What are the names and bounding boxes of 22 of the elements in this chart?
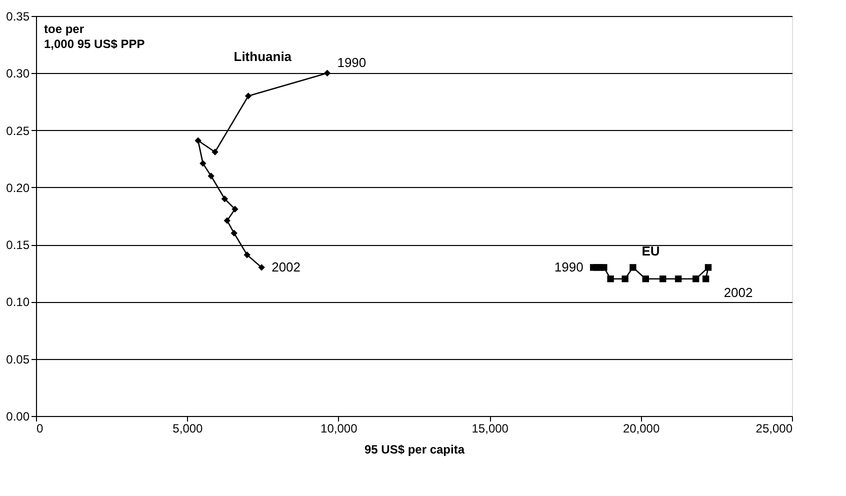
annotation: 1990	[337, 55, 366, 70]
x-tick-label: 0	[36, 422, 44, 436]
x-axis-title: 95 US$ per capita	[364, 442, 465, 456]
series-label: EU	[642, 243, 660, 258]
y-tick-label: 0.05	[6, 352, 30, 366]
y-tick-label: 0.35	[6, 10, 30, 24]
annotation: 2002	[272, 259, 301, 274]
x-tick-label: 15,000	[472, 422, 509, 436]
series-label: Lithuania	[234, 49, 292, 64]
y-tick-label: 0.00	[6, 410, 30, 424]
y-tick-label: 0.10	[6, 295, 30, 310]
x-tick-label: 25,000	[756, 422, 793, 436]
x-tick-label: 5,000	[172, 422, 204, 436]
x-tick-label: 10,000	[320, 422, 358, 436]
y-tick-label: 0.25	[6, 124, 30, 138]
annotation: 2002	[724, 284, 753, 300]
y-tick-label: 0.30	[6, 66, 30, 81]
x-tick-label: 20,000	[622, 422, 660, 436]
y-tick-label: 0.20	[6, 180, 30, 195]
y-tick-label: 0.15	[6, 238, 30, 252]
y-axis-title: toe per 1,000 95 US$ PPP	[44, 22, 145, 51]
annotation: 1990	[554, 259, 584, 274]
